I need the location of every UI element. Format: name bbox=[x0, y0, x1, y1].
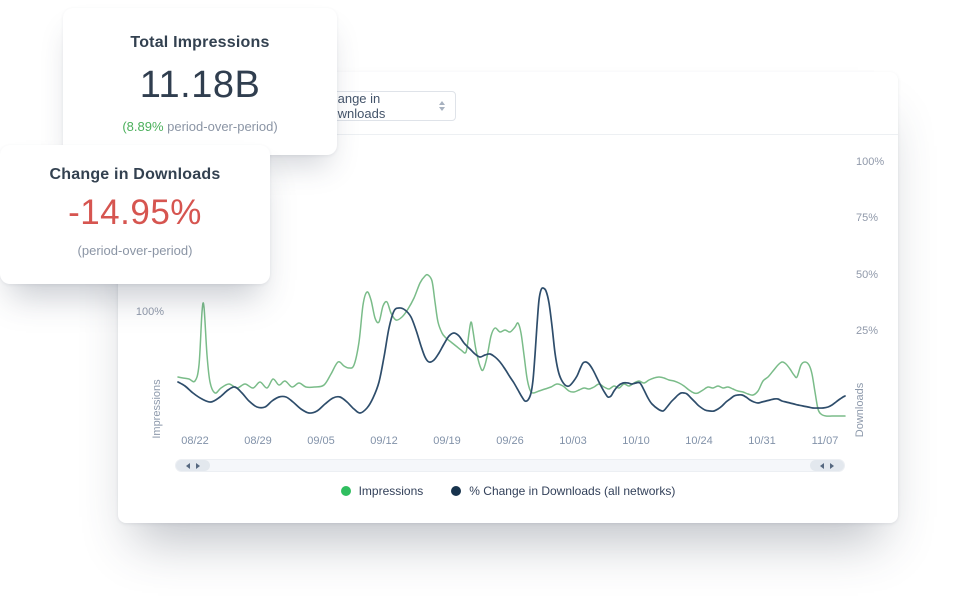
change-in-downloads-value: -14.95% bbox=[68, 193, 202, 232]
x-axis-tick-label: 09/05 bbox=[307, 435, 335, 447]
chevron-updown-icon bbox=[439, 101, 445, 111]
legend-item[interactable]: Impressions bbox=[340, 484, 424, 498]
right-axis-tick-label: 25% bbox=[856, 325, 879, 337]
total-impressions-card: Total Impressions 11.18B (8.89% period-o… bbox=[63, 8, 337, 155]
x-axis-tick-label: 10/31 bbox=[748, 435, 776, 447]
chart-scrollbar-track[interactable] bbox=[175, 459, 845, 472]
x-axis-labels: 08/22 08/29 09/05 09/12 09/19 09/26 10/03 10/10… bbox=[172, 435, 848, 447]
scroll-right-arrow-icon bbox=[830, 462, 834, 469]
x-axis-tick-label: 10/24 bbox=[685, 435, 713, 447]
scroll-left-arrow-icon bbox=[186, 462, 190, 469]
chart-legend: Impressions % Change in Downloads (all ne… bbox=[118, 484, 898, 498]
chart-plot-area[interactable] bbox=[175, 150, 846, 430]
series-line-downloads-change[interactable] bbox=[177, 287, 846, 414]
right-axis-tick-label: 100% bbox=[856, 156, 885, 168]
scroll-right-arrow-icon bbox=[196, 462, 200, 469]
impressions-delta-percent: (8.89% bbox=[122, 119, 164, 134]
total-impressions-title: Total Impressions bbox=[130, 34, 270, 51]
scrollbar-right-handle[interactable] bbox=[810, 460, 844, 471]
change-in-downloads-subtitle: (period-over-period) bbox=[77, 243, 193, 258]
legend-item[interactable]: % Change in Downloads (all networks) bbox=[451, 484, 675, 498]
change-in-downloads-title: Change in Downloads bbox=[49, 166, 221, 183]
left-axis-tick-label: 100% bbox=[135, 306, 164, 318]
scroll-left-arrow-icon bbox=[820, 462, 824, 469]
x-axis-tick-label: 09/19 bbox=[433, 435, 461, 447]
x-axis-tick-label: 08/22 bbox=[181, 435, 209, 447]
legend-dot-icon bbox=[451, 486, 462, 496]
scrollbar-left-handle[interactable] bbox=[176, 460, 210, 471]
metric-select-value: Change in Downloads bbox=[321, 91, 386, 121]
x-axis-tick-label: 11/07 bbox=[811, 435, 839, 447]
legend-label: Impressions bbox=[358, 484, 424, 498]
x-axis-tick-label: 10/03 bbox=[559, 435, 587, 447]
total-impressions-subtitle: (8.89% period-over-period) bbox=[63, 119, 337, 134]
impressions-delta-caption: period-over-period) bbox=[163, 119, 278, 134]
legend-dot-icon bbox=[340, 486, 351, 496]
x-axis-tick-label: 08/29 bbox=[244, 435, 272, 447]
line-chart[interactable] bbox=[175, 150, 846, 430]
right-axis-title: Downloads bbox=[854, 382, 866, 438]
x-axis-tick-label: 10/10 bbox=[622, 435, 650, 447]
right-axis-tick-label: 50% bbox=[856, 269, 879, 281]
x-axis-tick-label: 09/26 bbox=[496, 435, 524, 447]
left-axis-title: Impressions bbox=[151, 379, 163, 439]
total-impressions-value: 11.18B bbox=[139, 64, 261, 106]
x-axis-tick-label: 09/12 bbox=[370, 435, 398, 447]
legend-label: % Change in Downloads (all networks) bbox=[469, 484, 676, 498]
change-in-downloads-card: Change in Downloads -14.95% (period-over… bbox=[0, 145, 270, 284]
series-line-impressions[interactable] bbox=[177, 273, 846, 417]
right-axis-tick-label: 75% bbox=[856, 212, 879, 224]
